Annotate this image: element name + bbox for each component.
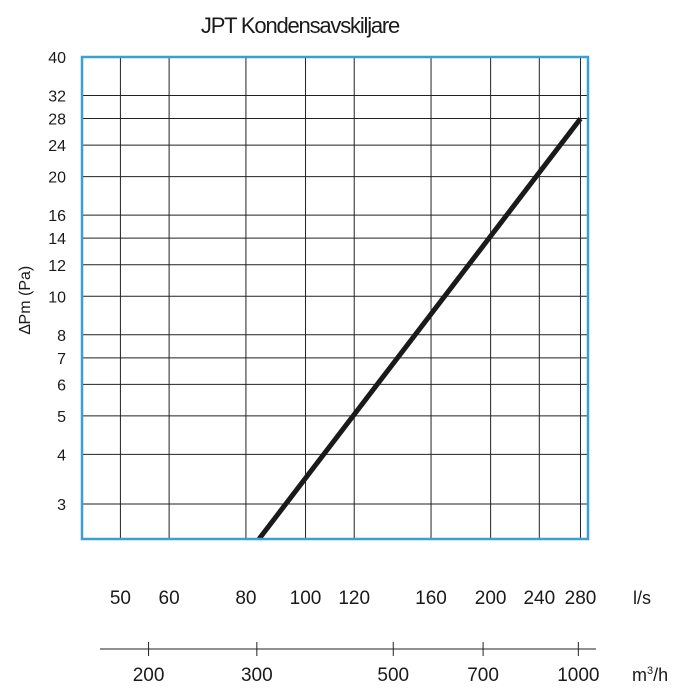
- grid: [82, 56, 588, 539]
- x-tick-label-ls: 120: [338, 588, 370, 609]
- unit-tail: /h: [653, 665, 668, 685]
- x-tick-label-m3h: 500: [377, 665, 409, 686]
- x-tick-label-ls: 200: [475, 588, 507, 609]
- chart-title: JPT Kondensavskiljare: [201, 13, 400, 38]
- x-tick-label-ls: 240: [523, 588, 555, 609]
- x-tick-label-ls: 60: [159, 588, 180, 609]
- y-tick-label: 14: [48, 231, 66, 248]
- plot-frame: [80, 55, 590, 541]
- x-tick-label-m3h: 300: [241, 665, 273, 686]
- x-tick-label-m3h: 1000: [557, 665, 599, 686]
- y-tick-label: 4: [57, 447, 66, 464]
- y-tick-label: 10: [48, 289, 66, 306]
- y-tick-label: 6: [57, 377, 66, 394]
- y-tick-label: 16: [48, 208, 66, 225]
- y-tick-label: 12: [48, 258, 66, 275]
- y-tick-label: 3: [57, 497, 66, 514]
- y-tick-label: 24: [48, 138, 66, 155]
- x-axis-m3h: 200 300 500 700 1000: [100, 642, 599, 686]
- series-line: [257, 117, 583, 541]
- y-tick-label: 7: [57, 351, 66, 368]
- x-axis-ls-ticks: 50 60 80 100 120 160 200 240 280: [110, 588, 596, 609]
- y-tick-label: 5: [57, 409, 66, 426]
- x-axis-m3h-unit: m3/h: [632, 665, 668, 685]
- unit-superscript: 3: [647, 665, 653, 677]
- y-tick-label: 20: [48, 170, 66, 187]
- data-series: [257, 117, 583, 541]
- y-tick-label: 32: [48, 89, 66, 106]
- x-axis-ls-unit: l/s: [633, 588, 651, 608]
- x-tick-label-ls: 100: [290, 588, 322, 609]
- y-tick-label: 40: [48, 50, 66, 67]
- x-tick-label-ls: 160: [415, 588, 447, 609]
- y-tick-label: 8: [57, 328, 66, 345]
- y-axis-ticks: 3 4 5 6 7 8 10 12 14 16 20 24 28 32 40: [48, 50, 66, 514]
- x-tick-label-ls: 50: [110, 588, 131, 609]
- x-tick-label-m3h: 700: [467, 665, 499, 686]
- x-tick-label-ls: 280: [565, 588, 597, 609]
- unit-base: m: [632, 665, 647, 685]
- x-tick-label-m3h: 200: [133, 665, 165, 686]
- y-axis-label: ∆Pm (Pa): [17, 266, 34, 334]
- x-tick-label-ls: 80: [235, 588, 256, 609]
- y-tick-label: 28: [48, 112, 66, 129]
